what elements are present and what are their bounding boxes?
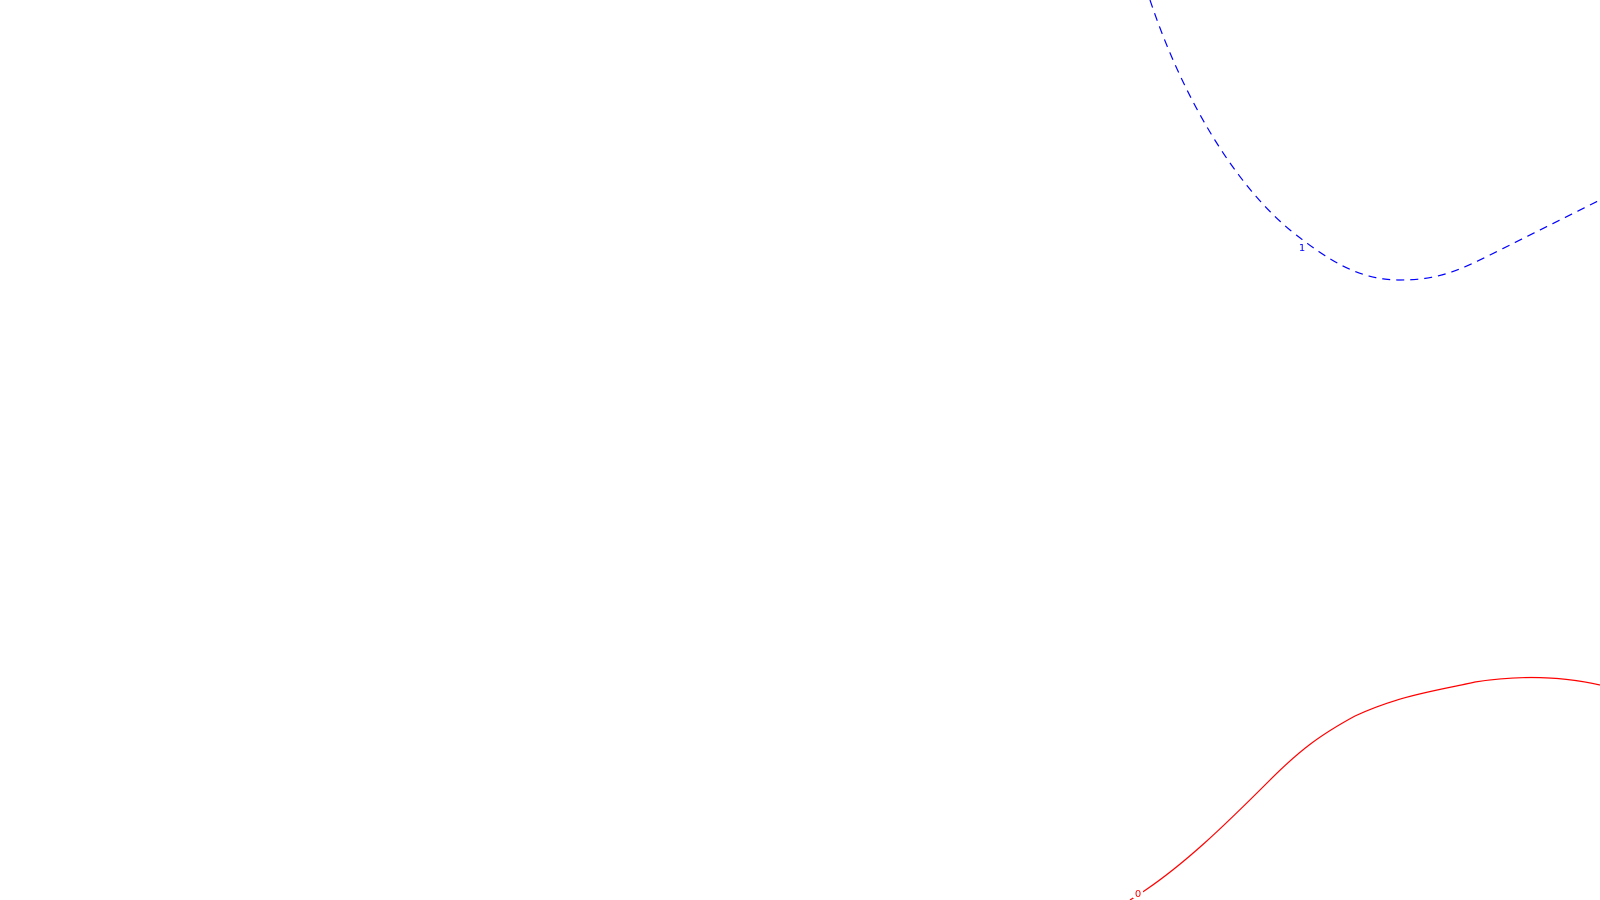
contour-line-0 — [1129, 676, 1600, 900]
contour-line-0-group: 0 — [1129, 676, 1600, 900]
contour-line-1-group: 1 — [1149, 0, 1600, 281]
contour-label-1-bg — [1297, 240, 1307, 253]
contour-label-1: 1 — [1299, 243, 1305, 254]
contour-label-0: 0 — [1135, 889, 1141, 900]
contour-line-1 — [1149, 0, 1600, 281]
contour-label-0-bg — [1133, 886, 1143, 898]
